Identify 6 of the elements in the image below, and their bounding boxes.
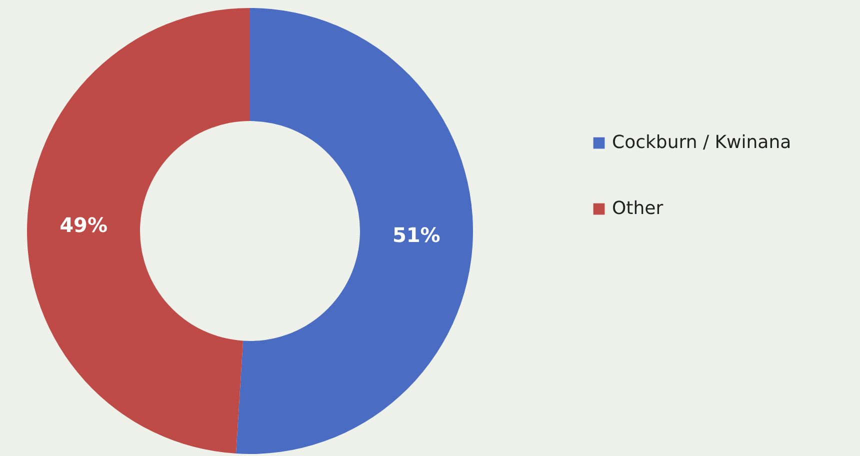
data-label: 49% [60,212,108,237]
donut-slice [27,8,250,454]
data-label: 51% [392,223,440,248]
legend-label: Cockburn / Kwinana [612,132,792,153]
donut-slice [236,8,473,454]
legend-label: Other [612,198,664,219]
